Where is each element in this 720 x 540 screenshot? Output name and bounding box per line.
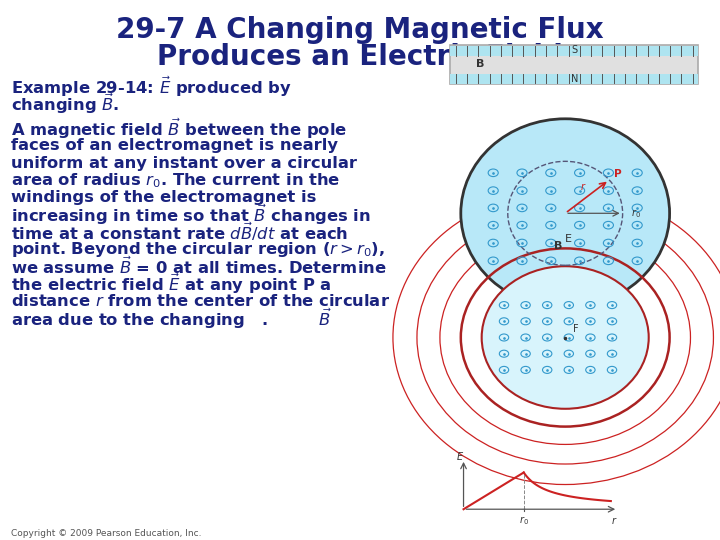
Text: faces of an electromagnet is nearly: faces of an electromagnet is nearly <box>11 138 338 153</box>
Text: changing $\vec{B}$.: changing $\vec{B}$. <box>11 92 119 116</box>
Text: Produces an Electric Field: Produces an Electric Field <box>157 43 563 71</box>
Text: E: E <box>565 234 572 244</box>
Ellipse shape <box>511 291 619 384</box>
Text: point. Beyond the circular region ($r > r_0$),: point. Beyond the circular region ($r > … <box>11 240 384 259</box>
Text: increasing in time so that $\vec{B}$ changes in: increasing in time so that $\vec{B}$ cha… <box>11 203 371 227</box>
Text: $r_0$: $r_0$ <box>519 515 528 528</box>
Text: Example 29-14: $\vec{E}$ produced by: Example 29-14: $\vec{E}$ produced by <box>11 75 292 98</box>
Ellipse shape <box>461 119 670 308</box>
Text: N: N <box>570 73 578 84</box>
Text: P: P <box>614 170 621 179</box>
Ellipse shape <box>482 266 649 409</box>
Text: B: B <box>476 59 484 69</box>
Text: F: F <box>573 325 579 334</box>
Text: area of radius $r_0$. The current in the: area of radius $r_0$. The current in the <box>11 171 340 190</box>
Text: E: E <box>457 451 463 462</box>
Text: we assume $\vec{B}$ = 0 at all times. Determine: we assume $\vec{B}$ = 0 at all times. De… <box>11 256 387 278</box>
Text: time at a constant rate $d\vec{B}/dt$ at each: time at a constant rate $d\vec{B}/dt$ at… <box>11 221 348 244</box>
Bar <box>450 45 698 56</box>
Text: $r_0$: $r_0$ <box>631 207 641 220</box>
Text: S: S <box>571 45 577 55</box>
Text: distance $r$ from the center of the circular: distance $r$ from the center of the circ… <box>11 293 390 309</box>
Text: $r$: $r$ <box>611 515 618 525</box>
Text: 29-7 A Changing Magnetic Flux: 29-7 A Changing Magnetic Flux <box>116 16 604 44</box>
Text: Copyright © 2009 Pearson Education, Inc.: Copyright © 2009 Pearson Education, Inc. <box>11 529 202 538</box>
Text: windings of the electromagnet is: windings of the electromagnet is <box>11 190 316 205</box>
Text: $r$: $r$ <box>580 181 587 192</box>
Bar <box>450 45 698 84</box>
Text: B: B <box>554 241 562 251</box>
Text: the electric field $\vec{E}$ at any point P a: the electric field $\vec{E}$ at any poin… <box>11 272 331 296</box>
Text: A magnetic field $\vec{B}$ between the pole: A magnetic field $\vec{B}$ between the p… <box>11 117 347 140</box>
Text: uniform at any instant over a circular: uniform at any instant over a circular <box>11 156 357 171</box>
Bar <box>450 73 698 84</box>
Text: area due to the changing   .         $\vec{B}$: area due to the changing . $\vec{B}$ <box>11 307 331 330</box>
